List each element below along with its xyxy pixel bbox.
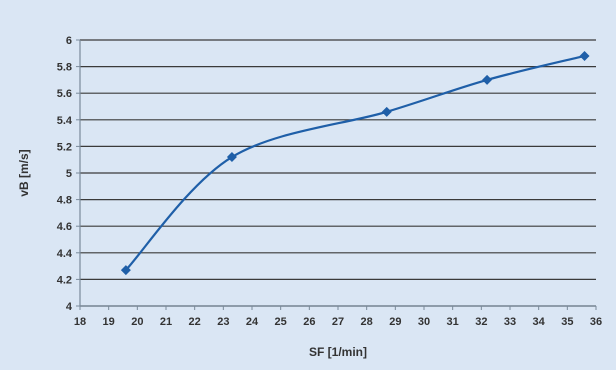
data-series (120, 50, 590, 276)
y-tick-label: 5.6 (57, 88, 72, 100)
x-tick-label: 34 (533, 316, 546, 328)
x-tick-label: 32 (475, 316, 487, 328)
x-tick-label: 36 (590, 316, 602, 328)
x-axis-title: SF [1/min] (309, 345, 367, 359)
series-line (125, 54, 585, 271)
x-tick-label: 18 (74, 316, 86, 328)
y-tick-label: 4.6 (57, 221, 72, 233)
x-tick-label: 22 (189, 316, 201, 328)
y-tick-label: 5.8 (57, 62, 72, 74)
x-tick-label: 35 (561, 316, 573, 328)
y-tick-label: 4.4 (57, 248, 73, 260)
y-tick-label: 4.8 (57, 195, 72, 207)
y-axis-title: vB [m/s] (17, 149, 31, 196)
x-tick-label: 27 (332, 316, 344, 328)
x-tick-label: 24 (246, 316, 259, 328)
tick-labels: 4 4.2 4.4 4.6 4.8 5 5.2 5.4 5.6 5.8 6 18 19 20 21 22 23 2… (57, 35, 602, 328)
grid-lines (80, 39, 596, 307)
x-tick-label: 33 (504, 316, 516, 328)
data-point-marker (579, 50, 590, 61)
x-tick-label: 28 (361, 316, 373, 328)
x-tick-label: 25 (275, 316, 287, 328)
axes (76, 39, 597, 310)
data-point-marker (226, 152, 237, 163)
y-tick-label: 5.4 (57, 115, 73, 127)
y-tick-label: 4 (66, 301, 73, 313)
data-point-marker (381, 106, 392, 117)
x-tick-label: 20 (131, 316, 143, 328)
data-point-marker (482, 74, 493, 85)
data-point-marker (120, 265, 131, 276)
y-tick-label: 5 (66, 168, 72, 180)
y-tick-label: 5.2 (57, 141, 72, 153)
x-tick-label: 31 (447, 316, 459, 328)
x-tick-label: 23 (217, 316, 229, 328)
x-tick-label: 26 (303, 316, 315, 328)
x-tick-label: 30 (418, 316, 430, 328)
y-tick-label: 6 (66, 35, 72, 47)
x-tick-label: 19 (103, 316, 115, 328)
x-tick-label: 29 (389, 316, 401, 328)
y-tick-label: 4.2 (57, 274, 72, 286)
x-tick-label: 21 (160, 316, 172, 328)
